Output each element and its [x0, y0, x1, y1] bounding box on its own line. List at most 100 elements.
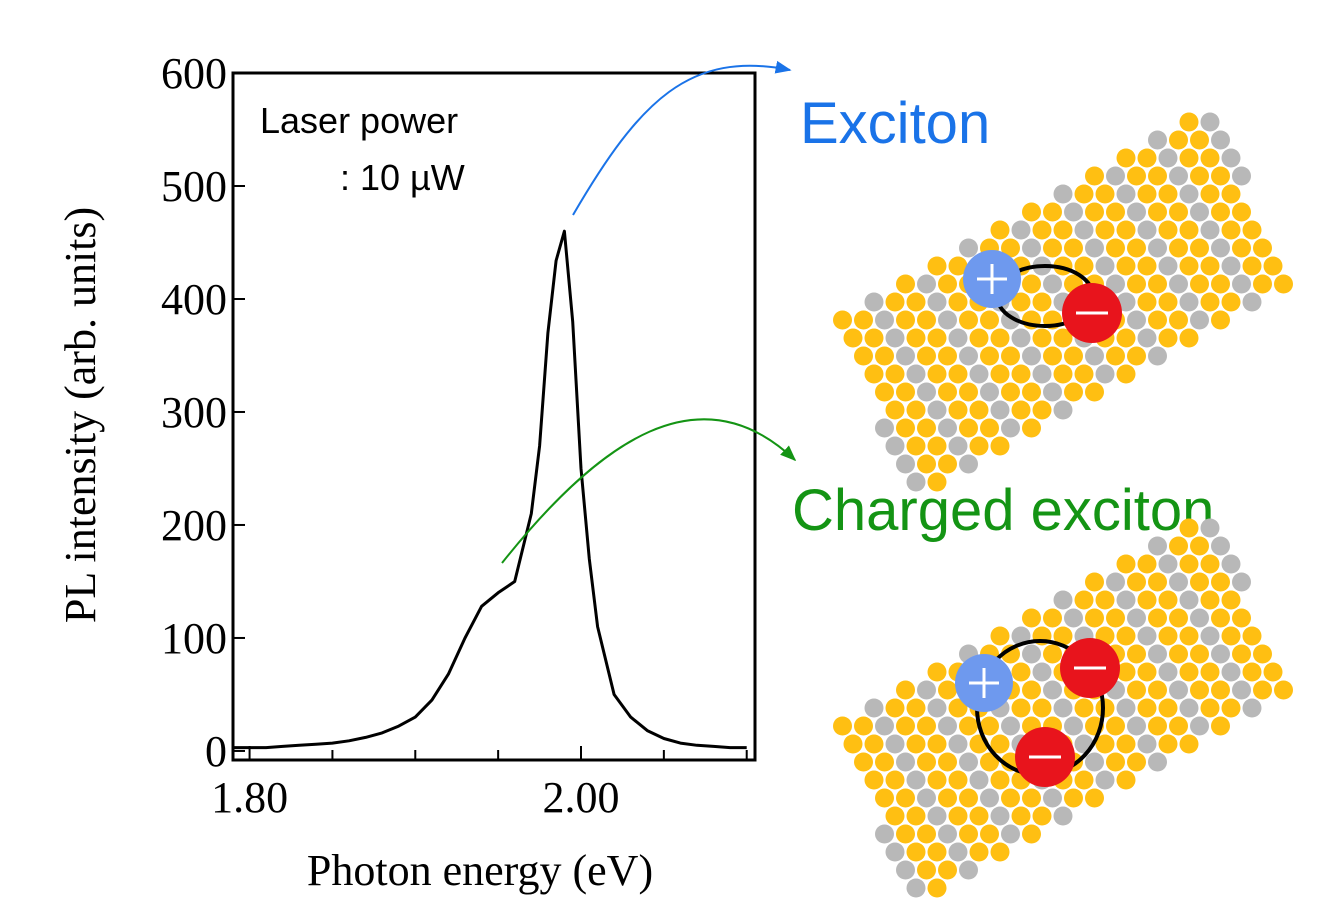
- atom: [1221, 292, 1241, 312]
- atom: [1190, 310, 1209, 330]
- atom: [1179, 112, 1199, 132]
- atom: [969, 770, 989, 790]
- atom: [1148, 572, 1167, 592]
- y-tick-label: 200: [161, 501, 227, 550]
- atom: [1106, 572, 1125, 592]
- atom: [1179, 328, 1199, 348]
- atom: [1022, 644, 1041, 664]
- atom: [1200, 518, 1220, 538]
- atom: [1169, 572, 1188, 592]
- atom: [906, 292, 926, 312]
- atom: [896, 310, 915, 330]
- atom: [1127, 752, 1146, 772]
- atom: [948, 256, 968, 276]
- atom: [843, 328, 863, 348]
- atom: [969, 436, 989, 456]
- atom: [1179, 148, 1199, 168]
- atom: [1221, 256, 1241, 276]
- atom: [1011, 292, 1031, 312]
- atom: [1043, 202, 1062, 222]
- atom: [1127, 274, 1146, 294]
- atom: [1053, 220, 1073, 240]
- atom: [1116, 328, 1136, 348]
- atom: [1169, 238, 1188, 258]
- atom: [948, 842, 968, 862]
- atom: [854, 716, 873, 736]
- atom: [948, 328, 968, 348]
- atom: [980, 310, 999, 330]
- atom: [1263, 662, 1283, 682]
- atom: [885, 436, 905, 456]
- atom: [1116, 256, 1136, 276]
- atom: [927, 328, 947, 348]
- x-tick-label: 2.00: [543, 773, 620, 822]
- y-tick-label: 300: [161, 388, 227, 437]
- atom: [906, 400, 926, 420]
- atom: [906, 806, 926, 826]
- atom: [1127, 166, 1146, 186]
- y-tick-label: 500: [161, 162, 227, 211]
- atom: [990, 220, 1010, 240]
- atom: [906, 436, 926, 456]
- atom: [1001, 716, 1020, 736]
- atom: [1074, 770, 1094, 790]
- atom: [917, 788, 936, 808]
- atom: [854, 752, 873, 772]
- atom: [1169, 608, 1188, 628]
- atom: [1200, 554, 1220, 574]
- atom: [1106, 346, 1125, 366]
- atom: [959, 824, 978, 844]
- atom: [917, 680, 936, 700]
- atom: [906, 328, 926, 348]
- atom: [1211, 274, 1230, 294]
- atom: [885, 842, 905, 862]
- atom: [875, 310, 894, 330]
- atom: [948, 436, 968, 456]
- atom: [1043, 346, 1062, 366]
- atom: [1085, 202, 1104, 222]
- atom: [1127, 608, 1146, 628]
- atom: [875, 752, 894, 772]
- atom: [864, 292, 884, 312]
- atom: [927, 400, 947, 420]
- atom: [917, 752, 936, 772]
- atom: [1158, 292, 1178, 312]
- atom: [1064, 238, 1083, 258]
- atom: [1232, 572, 1251, 592]
- atom: [1106, 202, 1125, 222]
- atom: [1179, 626, 1199, 646]
- atom: [990, 328, 1010, 348]
- atom: [896, 454, 915, 474]
- atom: [917, 824, 936, 844]
- atom: [917, 860, 936, 880]
- atom: [927, 472, 947, 492]
- atom: [1211, 130, 1230, 150]
- atom: [1022, 382, 1041, 402]
- atom: [1242, 292, 1262, 312]
- atom: [1148, 716, 1167, 736]
- atom: [1011, 662, 1031, 682]
- atom: [1253, 644, 1272, 664]
- atom: [1190, 680, 1209, 700]
- atom: [896, 860, 915, 880]
- atom: [1179, 518, 1199, 538]
- atom: [1085, 752, 1104, 772]
- atom: [864, 734, 884, 754]
- atom: [1169, 310, 1188, 330]
- atom: [1127, 202, 1146, 222]
- atom: [1148, 536, 1167, 556]
- atom: [1106, 274, 1125, 294]
- atom: [906, 698, 926, 718]
- atom: [1179, 184, 1199, 204]
- atom: [1032, 292, 1052, 312]
- atom: [948, 292, 968, 312]
- atom: [896, 418, 915, 438]
- atom: [1137, 256, 1157, 276]
- atom: [833, 716, 852, 736]
- atom: [1095, 184, 1115, 204]
- atom: [1137, 698, 1157, 718]
- atom: [938, 310, 957, 330]
- atom: [1179, 662, 1199, 682]
- atom: [885, 734, 905, 754]
